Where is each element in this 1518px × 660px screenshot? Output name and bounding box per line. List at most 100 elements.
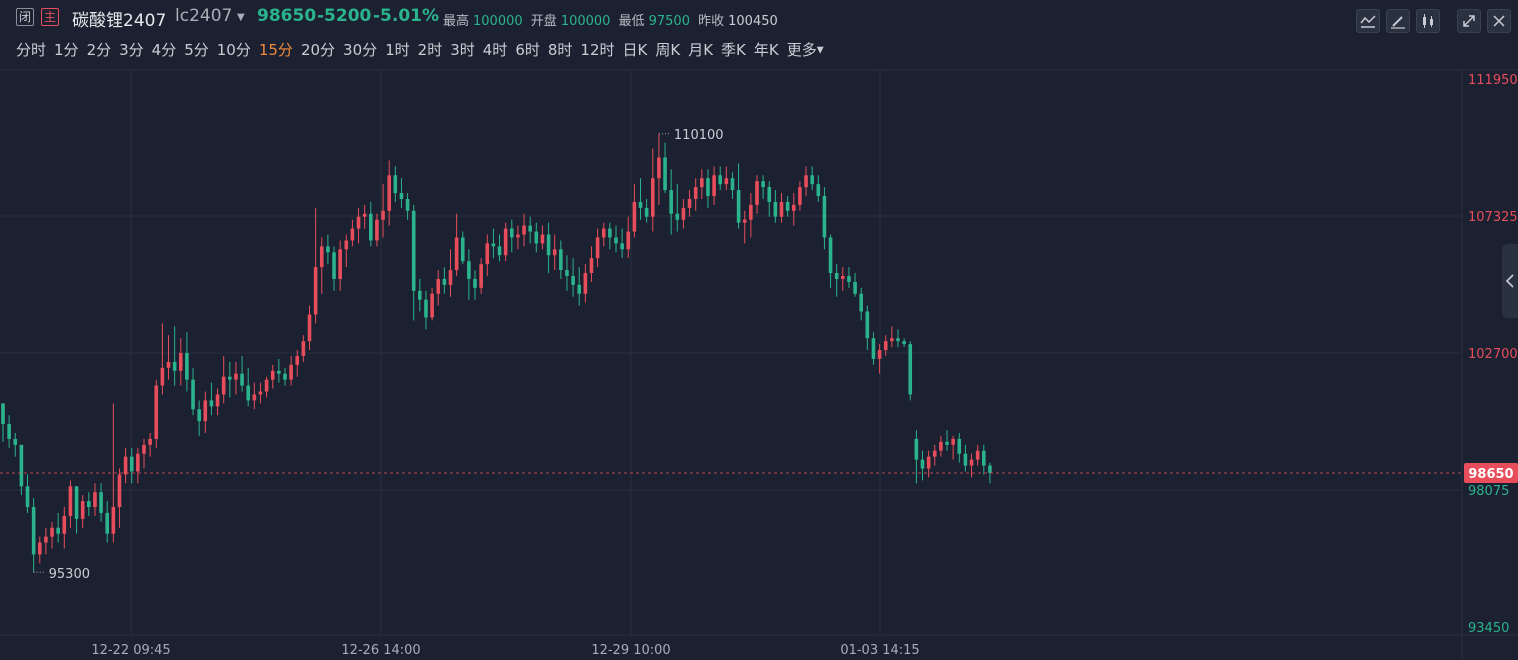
candle-body <box>841 275 845 279</box>
candle-body <box>988 465 992 473</box>
draw-button[interactable] <box>1386 9 1410 33</box>
candle-body <box>154 385 159 439</box>
candle-body <box>136 453 140 472</box>
indicator-icon <box>1360 15 1376 28</box>
candle-body <box>595 237 600 259</box>
candle-body <box>657 157 661 179</box>
high-value: 100000 <box>473 14 523 29</box>
candle-body <box>798 187 802 205</box>
candle-body <box>687 198 692 208</box>
period-tab[interactable]: 季K <box>721 41 746 59</box>
period-tab[interactable]: 1分 <box>54 41 79 59</box>
candle-body <box>896 338 900 342</box>
candle-body <box>424 299 428 318</box>
pen-icon <box>1391 16 1405 29</box>
candle-body <box>344 240 349 250</box>
indicator-button[interactable] <box>1356 9 1380 33</box>
candle-body <box>430 293 434 318</box>
period-tab[interactable]: 8时 <box>547 41 573 59</box>
candle-body <box>540 234 545 244</box>
candle-body <box>270 370 275 380</box>
open-value: 100000 <box>560 14 611 29</box>
more-periods-dropdown[interactable]: 更多▼ <box>787 39 824 60</box>
candle-body <box>460 237 465 262</box>
candle-body <box>528 225 532 232</box>
candle-body <box>871 338 876 359</box>
min-price-annotation: 95300 <box>49 567 90 582</box>
candle-body <box>479 264 483 288</box>
period-tab[interactable]: 4时 <box>482 41 508 59</box>
period-tab[interactable]: 3时 <box>450 41 475 59</box>
period-tab[interactable]: 12时 <box>580 41 615 59</box>
candle-body <box>80 501 85 519</box>
candle-body <box>669 190 673 214</box>
candle-body <box>681 207 686 220</box>
candle-body <box>552 249 557 256</box>
candle-body <box>908 344 913 395</box>
period-tab[interactable]: 月K <box>688 41 714 59</box>
candle-body <box>614 237 618 244</box>
instrument-name[interactable]: 碳酸锂2407 <box>72 11 167 31</box>
candle-body <box>982 450 986 466</box>
candle-body <box>724 178 729 185</box>
candle-body <box>516 234 520 238</box>
period-tab[interactable]: 15分 <box>258 41 293 59</box>
period-tab[interactable]: 周K <box>655 41 681 59</box>
chevron-down-icon[interactable]: ▼ <box>237 12 245 23</box>
period-tab[interactable]: 分时 <box>16 41 47 59</box>
period-tab[interactable]: 30分 <box>343 41 378 59</box>
candle-body <box>951 438 955 445</box>
period-tab[interactable]: 5分 <box>184 41 209 59</box>
close-button[interactable] <box>1487 9 1511 33</box>
chevron-left-icon <box>1505 274 1514 288</box>
candle-body <box>454 237 459 271</box>
period-tab[interactable]: 1时 <box>385 41 410 59</box>
candle-body <box>172 361 177 371</box>
candle-body <box>700 178 704 188</box>
period-tab[interactable]: 年K <box>753 41 779 59</box>
expand-icon <box>1463 15 1475 27</box>
candle-body <box>822 196 827 238</box>
candle-body <box>93 492 97 508</box>
quote-stats: 最高 100000 开盘 100000 最低 97500 昨收 100450 <box>443 10 782 29</box>
period-tab[interactable]: 2分 <box>86 41 112 59</box>
candle-body <box>295 355 300 365</box>
period-tab[interactable]: 日K <box>622 41 648 59</box>
prev-close-value: 100450 <box>728 14 778 29</box>
x-tick-label: 01-03 14:15 <box>840 643 919 658</box>
candle-body <box>847 275 851 282</box>
candle-body <box>877 350 882 359</box>
candle-body <box>350 228 355 241</box>
open-label: 开盘 <box>530 14 557 29</box>
candle-body <box>932 450 937 457</box>
candle-body <box>44 536 48 543</box>
period-tab[interactable]: 4分 <box>151 41 177 59</box>
candle-body <box>37 542 42 555</box>
candle-body <box>332 252 336 279</box>
period-tab[interactable]: 20分 <box>300 41 336 59</box>
candle-body <box>608 228 612 238</box>
candle-body <box>485 243 490 265</box>
candle-body <box>442 278 447 285</box>
period-tab[interactable]: 2时 <box>417 41 443 59</box>
side-panel-toggle[interactable] <box>1502 244 1518 318</box>
candle-body <box>601 228 606 238</box>
max-price-annotation: 110100 <box>674 128 724 143</box>
candle-body <box>166 361 171 368</box>
candle-body <box>589 258 594 274</box>
period-tab[interactable]: 10分 <box>216 41 251 59</box>
candle-body <box>117 474 122 508</box>
candle-body <box>375 219 379 241</box>
instrument-code[interactable]: lc2407 <box>175 6 233 26</box>
candle-body <box>718 175 723 185</box>
candle-body <box>319 246 324 268</box>
candle-body <box>50 527 54 537</box>
candle-body <box>411 210 416 291</box>
period-tab[interactable]: 3分 <box>119 41 144 59</box>
low-value: 97500 <box>648 14 690 29</box>
candle-style-button[interactable] <box>1416 9 1440 33</box>
expand-button[interactable] <box>1457 9 1481 33</box>
period-tab[interactable]: 6时 <box>515 41 540 59</box>
candle-body <box>963 453 968 466</box>
